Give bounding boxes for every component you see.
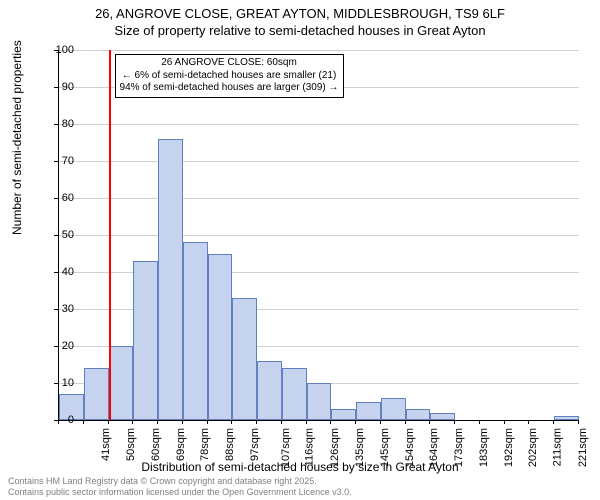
histogram-bar xyxy=(430,413,455,420)
histogram-bar xyxy=(208,254,233,421)
x-tick-label: 192sqm xyxy=(503,428,515,467)
x-tick-mark xyxy=(157,420,158,424)
y-tick-label: 0 xyxy=(44,414,74,426)
histogram-bar xyxy=(554,416,579,420)
y-tick-mark xyxy=(54,87,58,88)
y-tick-label: 60 xyxy=(44,192,74,204)
y-tick-mark xyxy=(54,198,58,199)
histogram-bar xyxy=(84,368,109,420)
x-tick-mark xyxy=(380,420,381,424)
x-tick-label: 211sqm xyxy=(551,428,563,466)
x-tick-mark xyxy=(528,420,529,424)
x-tick-label: 78sqm xyxy=(199,428,211,461)
histogram-bar xyxy=(282,368,307,420)
x-tick-mark xyxy=(330,420,331,424)
y-tick-mark xyxy=(54,272,58,273)
x-tick-label: 145sqm xyxy=(379,428,391,467)
x-tick-mark xyxy=(83,420,84,424)
x-tick-label: 183sqm xyxy=(478,428,490,467)
x-tick-mark xyxy=(256,420,257,424)
footer-line1: Contains HM Land Registry data © Crown c… xyxy=(8,476,352,487)
x-tick-mark xyxy=(182,420,183,424)
histogram-bar xyxy=(183,242,208,420)
x-tick-label: 221sqm xyxy=(577,428,589,467)
y-tick-label: 50 xyxy=(44,229,74,241)
grid-line xyxy=(59,161,579,162)
y-tick-mark xyxy=(54,124,58,125)
histogram-bar xyxy=(109,346,134,420)
chart-container: 26, ANGROVE CLOSE, GREAT AYTON, MIDDLESB… xyxy=(0,0,600,500)
y-tick-label: 30 xyxy=(44,303,74,315)
y-axis-label: Number of semi-detached properties xyxy=(10,40,24,235)
x-tick-mark xyxy=(553,420,554,424)
histogram-bar xyxy=(257,361,282,420)
x-tick-label: 202sqm xyxy=(527,428,539,467)
y-tick-label: 10 xyxy=(44,377,74,389)
x-tick-label: 126sqm xyxy=(329,428,341,467)
reference-marker-line xyxy=(109,50,111,420)
x-tick-mark xyxy=(58,420,59,424)
y-tick-mark xyxy=(54,161,58,162)
x-tick-mark xyxy=(429,420,430,424)
grid-line xyxy=(59,124,579,125)
x-tick-label: 107sqm xyxy=(280,428,292,467)
y-tick-mark xyxy=(54,235,58,236)
histogram-bar xyxy=(406,409,431,420)
y-tick-label: 70 xyxy=(44,155,74,167)
x-tick-label: 164sqm xyxy=(428,428,440,467)
histogram-bar xyxy=(381,398,406,420)
x-tick-label: 135sqm xyxy=(354,428,366,467)
y-tick-mark xyxy=(54,309,58,310)
x-tick-mark xyxy=(108,420,109,424)
x-tick-mark xyxy=(405,420,406,424)
y-tick-label: 80 xyxy=(44,118,74,130)
grid-line xyxy=(59,235,579,236)
x-tick-label: 41sqm xyxy=(100,428,112,461)
histogram-bar xyxy=(133,261,158,420)
histogram-bar xyxy=(307,383,332,420)
y-tick-label: 40 xyxy=(44,266,74,278)
histogram-bar xyxy=(331,409,356,420)
x-tick-label: 69sqm xyxy=(175,428,187,461)
x-tick-mark xyxy=(504,420,505,424)
y-tick-mark xyxy=(54,50,58,51)
histogram-bar xyxy=(356,402,381,421)
annotation-box: 26 ANGROVE CLOSE: 60sqm← 6% of semi-deta… xyxy=(115,54,344,98)
x-tick-mark xyxy=(479,420,480,424)
chart-title-line1: 26, ANGROVE CLOSE, GREAT AYTON, MIDDLESB… xyxy=(0,0,600,23)
x-tick-label: 50sqm xyxy=(125,428,137,461)
x-tick-mark xyxy=(231,420,232,424)
x-tick-label: 97sqm xyxy=(249,428,261,461)
x-tick-mark xyxy=(132,420,133,424)
histogram-bar xyxy=(232,298,257,420)
x-tick-mark xyxy=(454,420,455,424)
y-tick-label: 20 xyxy=(44,340,74,352)
x-tick-mark xyxy=(306,420,307,424)
x-tick-mark xyxy=(281,420,282,424)
plot-area: 26 ANGROVE CLOSE: 60sqm← 6% of semi-deta… xyxy=(58,50,579,421)
annotation-line: 94% of semi-detached houses are larger (… xyxy=(120,82,339,95)
x-tick-mark xyxy=(207,420,208,424)
footer-line2: Contains public sector information licen… xyxy=(8,487,352,498)
grid-line xyxy=(59,50,579,51)
x-tick-label: 173sqm xyxy=(453,428,465,467)
x-tick-label: 88sqm xyxy=(224,428,236,461)
y-tick-label: 100 xyxy=(44,44,74,56)
x-tick-mark xyxy=(578,420,579,424)
y-tick-label: 90 xyxy=(44,81,74,93)
y-tick-mark xyxy=(54,383,58,384)
x-tick-label: 154sqm xyxy=(404,428,416,467)
y-tick-mark xyxy=(54,346,58,347)
histogram-bar xyxy=(158,139,183,420)
chart-title-line2: Size of property relative to semi-detach… xyxy=(0,23,600,40)
footer-attribution: Contains HM Land Registry data © Crown c… xyxy=(8,476,352,498)
x-tick-label: 116sqm xyxy=(304,428,316,466)
x-tick-label: 60sqm xyxy=(150,428,162,461)
annotation-line: ← 6% of semi-detached houses are smaller… xyxy=(120,70,339,83)
annotation-line: 26 ANGROVE CLOSE: 60sqm xyxy=(120,57,339,70)
grid-line xyxy=(59,198,579,199)
x-tick-mark xyxy=(355,420,356,424)
